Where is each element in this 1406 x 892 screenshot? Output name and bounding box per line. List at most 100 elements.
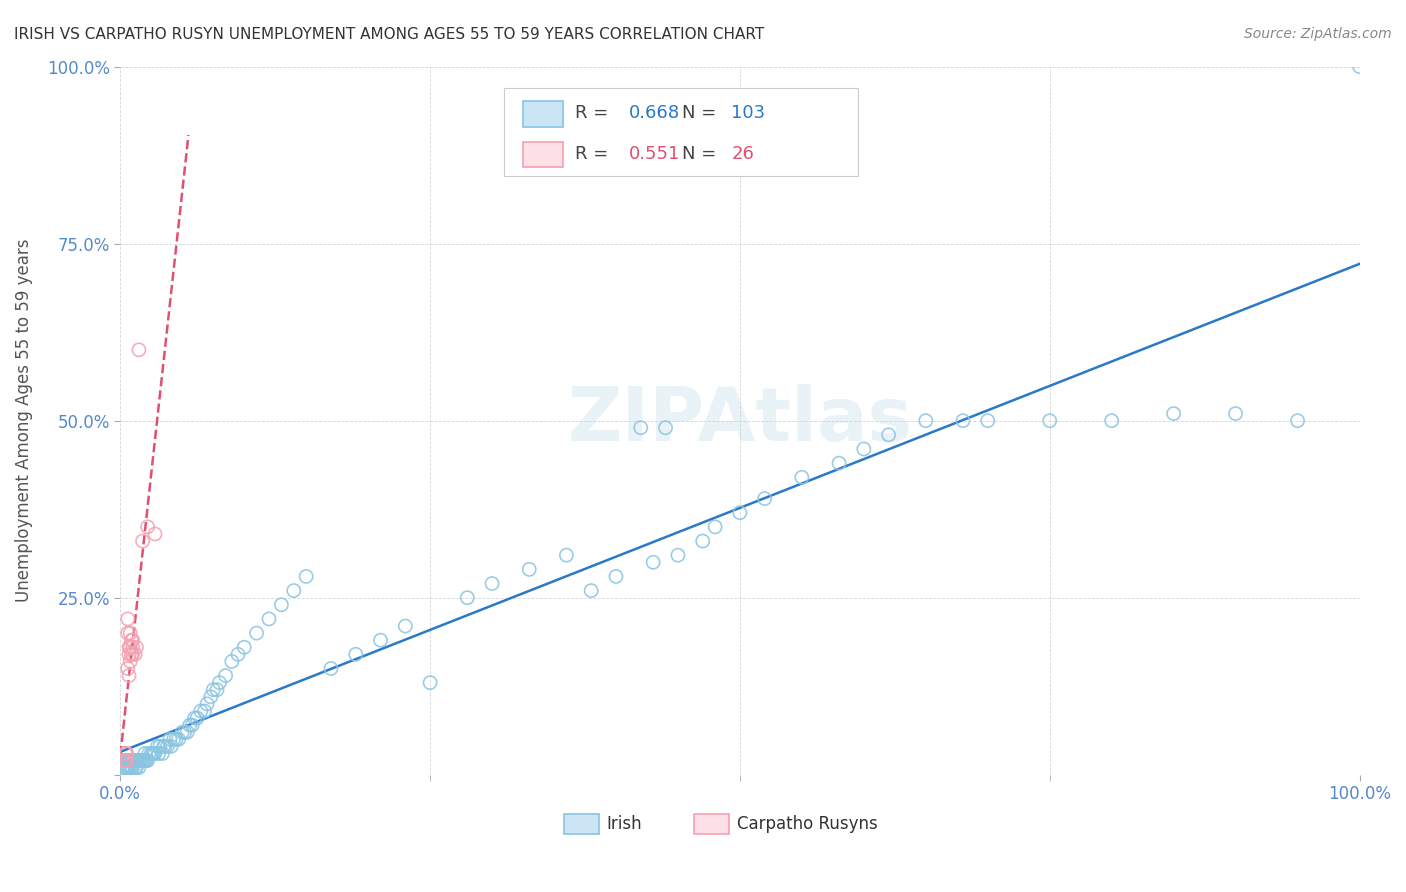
Point [121,761,143,775]
Point [205,682,228,697]
Point [120,754,142,768]
Y-axis label: Unemployment Among Ages 55 to 59 years: Unemployment Among Ages 55 to 59 years [15,239,32,602]
Point [115,754,138,768]
Point [1225,407,1247,421]
Text: 0.551: 0.551 [628,145,679,162]
Point [481,576,503,591]
Point [120,761,142,775]
Point [125,640,148,655]
Point [120,754,142,768]
FancyBboxPatch shape [564,814,599,834]
Point [162,732,184,747]
Point [419,675,441,690]
Point [129,754,152,768]
Point [186,711,208,725]
Point [128,761,150,775]
Point [517,562,540,576]
Point [132,754,155,768]
Point [246,626,269,640]
Point [221,654,243,668]
Text: R =: R = [575,104,614,122]
Point [143,527,166,541]
Point [127,754,149,768]
Point [124,754,146,768]
Point [692,534,714,549]
Point [579,583,602,598]
Point [124,761,146,775]
FancyBboxPatch shape [523,102,562,127]
Point [257,612,280,626]
Point [141,747,163,761]
Point [214,668,236,682]
Point [114,754,136,768]
Point [128,343,150,357]
Point [111,761,134,775]
Point [120,640,142,655]
Point [208,675,231,690]
Point [131,534,153,549]
Text: 26: 26 [731,145,754,162]
Point [159,732,181,747]
Point [152,747,174,761]
Point [121,754,143,768]
Point [114,761,136,775]
Point [295,569,318,583]
Point [877,427,900,442]
Point [270,598,292,612]
Point [115,747,138,761]
Point [1286,414,1309,428]
Point [195,697,218,711]
Point [156,739,179,754]
Point [181,718,204,732]
Point [114,747,136,761]
Point [117,754,139,768]
Point [118,640,141,655]
Point [754,491,776,506]
Point [131,754,153,768]
Point [790,470,813,484]
Point [200,690,222,704]
Point [112,754,135,768]
Point [828,456,851,470]
Point [173,725,195,739]
Point [654,421,676,435]
Point [120,648,142,662]
Point [142,747,165,761]
Point [120,761,142,775]
Point [141,747,163,761]
Point [283,583,305,598]
Point [128,754,150,768]
Point [1101,414,1123,428]
Point [456,591,478,605]
Text: Carpatho Rusyns: Carpatho Rusyns [737,815,879,833]
FancyBboxPatch shape [505,87,858,177]
Point [1163,407,1185,421]
Point [183,711,205,725]
Point [319,661,342,675]
Text: 0.668: 0.668 [628,104,679,122]
Point [115,761,138,775]
Point [394,619,416,633]
Point [146,739,169,754]
Point [643,555,665,569]
Point [134,747,156,761]
Point [149,739,172,754]
Point [555,548,578,562]
Text: ZIPAtlas: ZIPAtlas [568,384,912,458]
Point [176,725,198,739]
Point [605,569,627,583]
Point [160,739,183,754]
Point [117,661,139,675]
Point [115,754,138,768]
Point [124,648,146,662]
Text: N =: N = [682,104,721,122]
Point [121,633,143,648]
Point [115,747,138,761]
Point [118,754,141,768]
Text: N =: N = [682,145,721,162]
Point [630,421,652,435]
Point [136,754,159,768]
Point [167,732,190,747]
Point [121,640,143,655]
Point [172,725,194,739]
